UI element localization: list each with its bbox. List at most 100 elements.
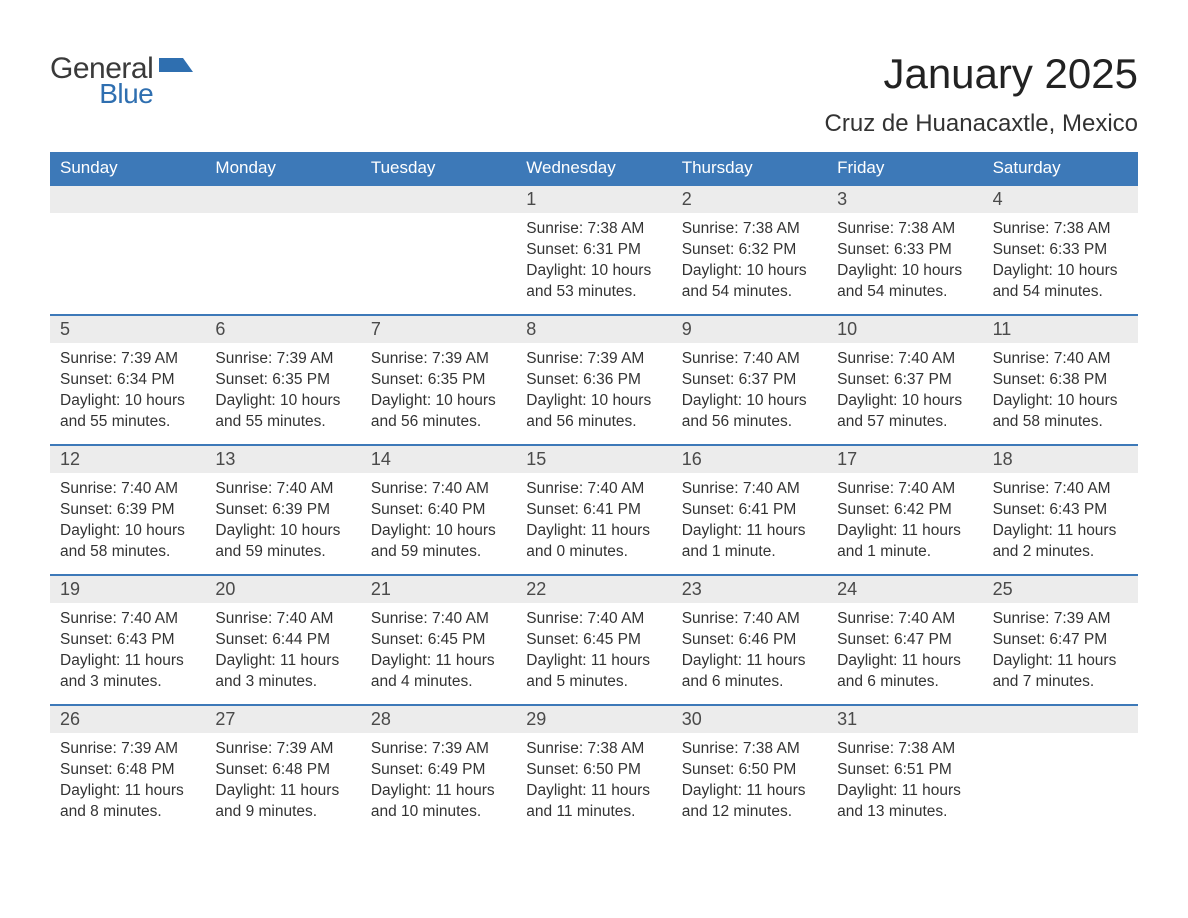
day-body: Sunrise: 7:40 AMSunset: 6:41 PMDaylight:… — [516, 473, 671, 567]
day-cell: 3Sunrise: 7:38 AMSunset: 6:33 PMDaylight… — [827, 186, 982, 314]
day-number: 12 — [50, 446, 205, 473]
day-number: 28 — [361, 706, 516, 733]
sunset-text: Sunset: 6:33 PM — [837, 240, 972, 261]
day-cell: 16Sunrise: 7:40 AMSunset: 6:41 PMDayligh… — [672, 446, 827, 574]
month-title: January 2025 — [825, 50, 1138, 98]
sunrise-text: Sunrise: 7:40 AM — [993, 479, 1128, 500]
day-number: 30 — [672, 706, 827, 733]
sunrise-text: Sunrise: 7:38 AM — [526, 219, 661, 240]
sunrise-text: Sunrise: 7:40 AM — [60, 479, 195, 500]
sunset-text: Sunset: 6:31 PM — [526, 240, 661, 261]
day-body: Sunrise: 7:39 AMSunset: 6:48 PMDaylight:… — [50, 733, 205, 827]
sunrise-text: Sunrise: 7:40 AM — [371, 609, 506, 630]
day-cell: 24Sunrise: 7:40 AMSunset: 6:47 PMDayligh… — [827, 576, 982, 704]
day-body: Sunrise: 7:40 AMSunset: 6:46 PMDaylight:… — [672, 603, 827, 697]
sunrise-text: Sunrise: 7:40 AM — [371, 479, 506, 500]
sunset-text: Sunset: 6:50 PM — [526, 760, 661, 781]
day-cell: 29Sunrise: 7:38 AMSunset: 6:50 PMDayligh… — [516, 706, 671, 834]
sunset-text: Sunset: 6:40 PM — [371, 500, 506, 521]
daylight-text: Daylight: 10 hours and 56 minutes. — [682, 391, 817, 433]
dow-cell: Sunday — [50, 152, 205, 184]
daylight-text: Daylight: 11 hours and 1 minute. — [837, 521, 972, 563]
sunrise-text: Sunrise: 7:40 AM — [60, 609, 195, 630]
day-cell: 4Sunrise: 7:38 AMSunset: 6:33 PMDaylight… — [983, 186, 1138, 314]
sunset-text: Sunset: 6:44 PM — [215, 630, 350, 651]
day-number: 16 — [672, 446, 827, 473]
day-cell — [205, 186, 360, 314]
daylight-text: Daylight: 10 hours and 58 minutes. — [60, 521, 195, 563]
daylight-text: Daylight: 10 hours and 56 minutes. — [371, 391, 506, 433]
day-cell: 6Sunrise: 7:39 AMSunset: 6:35 PMDaylight… — [205, 316, 360, 444]
day-number: 19 — [50, 576, 205, 603]
sunset-text: Sunset: 6:39 PM — [60, 500, 195, 521]
day-cell — [983, 706, 1138, 834]
daylight-text: Daylight: 11 hours and 4 minutes. — [371, 651, 506, 693]
day-number: 1 — [516, 186, 671, 213]
day-body: Sunrise: 7:40 AMSunset: 6:43 PMDaylight:… — [983, 473, 1138, 567]
sunset-text: Sunset: 6:45 PM — [526, 630, 661, 651]
day-body: Sunrise: 7:38 AMSunset: 6:31 PMDaylight:… — [516, 213, 671, 307]
day-body: Sunrise: 7:38 AMSunset: 6:50 PMDaylight:… — [672, 733, 827, 827]
sunrise-text: Sunrise: 7:40 AM — [837, 479, 972, 500]
day-body: Sunrise: 7:40 AMSunset: 6:44 PMDaylight:… — [205, 603, 360, 697]
daylight-text: Daylight: 11 hours and 3 minutes. — [215, 651, 350, 693]
daylight-text: Daylight: 10 hours and 55 minutes. — [215, 391, 350, 433]
dow-cell: Thursday — [672, 152, 827, 184]
sunrise-text: Sunrise: 7:39 AM — [60, 739, 195, 760]
sunset-text: Sunset: 6:46 PM — [682, 630, 817, 651]
sunset-text: Sunset: 6:43 PM — [60, 630, 195, 651]
day-cell: 30Sunrise: 7:38 AMSunset: 6:50 PMDayligh… — [672, 706, 827, 834]
sunset-text: Sunset: 6:48 PM — [60, 760, 195, 781]
sunrise-text: Sunrise: 7:38 AM — [682, 219, 817, 240]
day-body: Sunrise: 7:40 AMSunset: 6:43 PMDaylight:… — [50, 603, 205, 697]
empty-day-header — [361, 186, 516, 213]
sunset-text: Sunset: 6:37 PM — [682, 370, 817, 391]
daylight-text: Daylight: 11 hours and 2 minutes. — [993, 521, 1128, 563]
sunrise-text: Sunrise: 7:39 AM — [215, 739, 350, 760]
daylight-text: Daylight: 10 hours and 59 minutes. — [371, 521, 506, 563]
week-row: 1Sunrise: 7:38 AMSunset: 6:31 PMDaylight… — [50, 184, 1138, 314]
daylight-text: Daylight: 10 hours and 57 minutes. — [837, 391, 972, 433]
daylight-text: Daylight: 10 hours and 59 minutes. — [215, 521, 350, 563]
sunrise-text: Sunrise: 7:40 AM — [837, 609, 972, 630]
sunset-text: Sunset: 6:36 PM — [526, 370, 661, 391]
daylight-text: Daylight: 11 hours and 13 minutes. — [837, 781, 972, 823]
day-number: 21 — [361, 576, 516, 603]
daylight-text: Daylight: 11 hours and 8 minutes. — [60, 781, 195, 823]
brand-logo: General Blue — [50, 54, 193, 108]
day-body: Sunrise: 7:38 AMSunset: 6:50 PMDaylight:… — [516, 733, 671, 827]
day-number: 6 — [205, 316, 360, 343]
sunset-text: Sunset: 6:34 PM — [60, 370, 195, 391]
day-cell: 23Sunrise: 7:40 AMSunset: 6:46 PMDayligh… — [672, 576, 827, 704]
sunrise-text: Sunrise: 7:38 AM — [682, 739, 817, 760]
day-number: 9 — [672, 316, 827, 343]
day-number: 22 — [516, 576, 671, 603]
sunrise-text: Sunrise: 7:39 AM — [60, 349, 195, 370]
sunset-text: Sunset: 6:47 PM — [837, 630, 972, 651]
daylight-text: Daylight: 10 hours and 54 minutes. — [682, 261, 817, 303]
day-cell: 7Sunrise: 7:39 AMSunset: 6:35 PMDaylight… — [361, 316, 516, 444]
day-number: 24 — [827, 576, 982, 603]
day-cell: 9Sunrise: 7:40 AMSunset: 6:37 PMDaylight… — [672, 316, 827, 444]
sunset-text: Sunset: 6:37 PM — [837, 370, 972, 391]
daylight-text: Daylight: 10 hours and 56 minutes. — [526, 391, 661, 433]
day-cell: 5Sunrise: 7:39 AMSunset: 6:34 PMDaylight… — [50, 316, 205, 444]
day-body: Sunrise: 7:39 AMSunset: 6:47 PMDaylight:… — [983, 603, 1138, 697]
sunset-text: Sunset: 6:35 PM — [371, 370, 506, 391]
day-cell: 19Sunrise: 7:40 AMSunset: 6:43 PMDayligh… — [50, 576, 205, 704]
sunset-text: Sunset: 6:47 PM — [993, 630, 1128, 651]
day-of-week-header: SundayMondayTuesdayWednesdayThursdayFrid… — [50, 152, 1138, 184]
day-body: Sunrise: 7:39 AMSunset: 6:49 PMDaylight:… — [361, 733, 516, 827]
day-body: Sunrise: 7:39 AMSunset: 6:35 PMDaylight:… — [205, 343, 360, 437]
dow-cell: Tuesday — [361, 152, 516, 184]
day-number: 25 — [983, 576, 1138, 603]
daylight-text: Daylight: 11 hours and 3 minutes. — [60, 651, 195, 693]
day-number: 2 — [672, 186, 827, 213]
sunset-text: Sunset: 6:35 PM — [215, 370, 350, 391]
day-body: Sunrise: 7:40 AMSunset: 6:38 PMDaylight:… — [983, 343, 1138, 437]
sunset-text: Sunset: 6:42 PM — [837, 500, 972, 521]
daylight-text: Daylight: 11 hours and 9 minutes. — [215, 781, 350, 823]
day-body: Sunrise: 7:39 AMSunset: 6:34 PMDaylight:… — [50, 343, 205, 437]
day-cell: 10Sunrise: 7:40 AMSunset: 6:37 PMDayligh… — [827, 316, 982, 444]
day-number: 17 — [827, 446, 982, 473]
